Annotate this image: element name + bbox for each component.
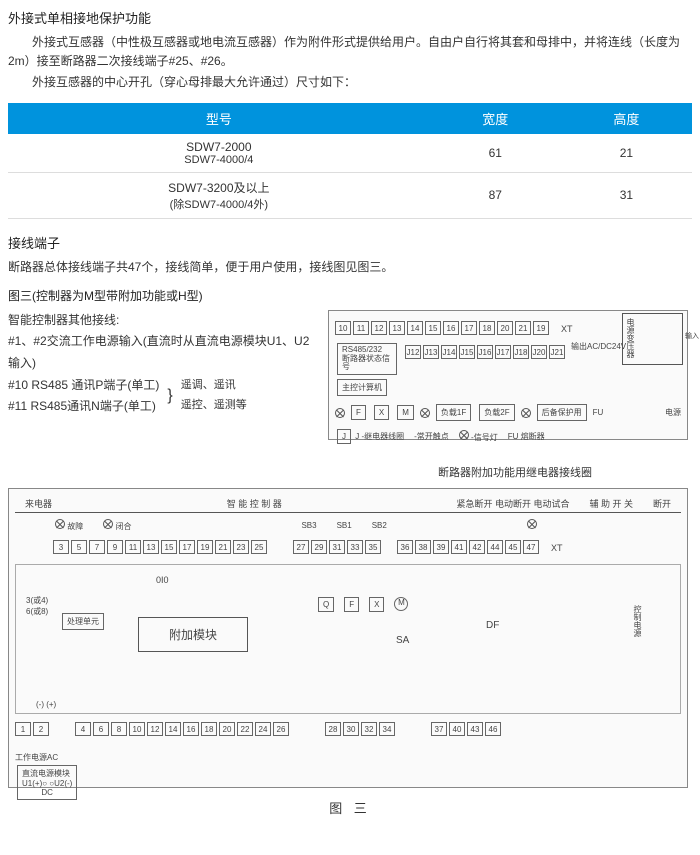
- diagram-upper-box: 101112131415161718202119 XT 电源变压器 RS485/…: [328, 310, 688, 440]
- terminal-cell: 24: [255, 722, 271, 736]
- terminal-cell: 3: [53, 540, 69, 554]
- terminal-cell: 13: [389, 321, 405, 335]
- terminal-cell: 16: [183, 722, 199, 736]
- diagram-full-box: 来电器 智 能 控 制 器 紧急断开 电动断开 电动试合 辅 助 开 关 断开 …: [8, 488, 688, 788]
- terminal-cell: 41: [451, 540, 467, 554]
- terminal-cell: J21: [549, 345, 565, 359]
- section2-para1: 断路器总体接线端子共47个，接线简单，便于用户使用，接线图见图三。: [8, 258, 692, 277]
- terminal-cell: J13: [423, 345, 439, 359]
- terminal-cell: 47: [523, 540, 539, 554]
- terminal-cell: J14: [441, 345, 457, 359]
- terminal-cell: 17: [179, 540, 195, 554]
- section1-para1: 外接式互感器（中性极互感器或地电流互感器）作为附件形式提供给用户。自由户自行将其…: [8, 33, 692, 71]
- diagram-upper-wrapper: 图三(控制器为M型带附加功能或H型) 智能控制器其他接线: #1、#2交流工作电…: [8, 287, 692, 480]
- terminal-cell: 26: [273, 722, 289, 736]
- th-model: 型号: [8, 103, 430, 134]
- terminal-cell: 19: [533, 321, 549, 335]
- terminal-cell: 18: [201, 722, 217, 736]
- cell-model1: SDW7-2000 SDW7-4000/4: [8, 134, 430, 173]
- terminal-cell: 30: [343, 722, 359, 736]
- terminal-cell: 25: [251, 540, 267, 554]
- section1-title: 外接式单相接地保护功能: [8, 8, 692, 27]
- terminal-cell: 8: [111, 722, 127, 736]
- terminal-cell: 20: [497, 321, 513, 335]
- terminal-cell: 33: [347, 540, 363, 554]
- th-width: 宽度: [430, 103, 561, 134]
- terminal-cell: 2: [33, 722, 49, 736]
- cell-w2: 87: [430, 172, 561, 218]
- terminal-cell: 12: [147, 722, 163, 736]
- terminal-cell: 11: [353, 321, 369, 335]
- terminal-cell: 7: [89, 540, 105, 554]
- terminal-cell: 13: [143, 540, 159, 554]
- terminal-cell: 15: [425, 321, 441, 335]
- diagram-upper-title: 图三(控制器为M型带附加功能或H型): [8, 287, 692, 304]
- terminal-cell: 27: [293, 540, 309, 554]
- diagram-top-labels: 来电器 智 能 控 制 器 紧急断开 电动断开 电动试合 辅 助 开 关 断开: [15, 495, 681, 513]
- terminal-cell: 31: [329, 540, 345, 554]
- terminal-cell: 5: [71, 540, 87, 554]
- cell-h1: 21: [561, 134, 692, 173]
- terminal-cell: 20: [219, 722, 235, 736]
- section1-para2: 外接互感器的中心开孔（穿心母排最大允许通过）尺寸如下：: [8, 73, 692, 92]
- terminal-cell: 40: [449, 722, 465, 736]
- terminal-cell: 38: [415, 540, 431, 554]
- terminal-cell: 35: [365, 540, 381, 554]
- terminal-cell: 4: [75, 722, 91, 736]
- terminal-cell: 28: [325, 722, 341, 736]
- terminal-cell: J16: [477, 345, 493, 359]
- terminal-cell: 22: [237, 722, 253, 736]
- terminal-cell: 6: [93, 722, 109, 736]
- diagram-upper-caption: 断路器附加功能用继电器接线圈: [8, 464, 692, 480]
- terminal-cell: 10: [129, 722, 145, 736]
- terminal-cell: 42: [469, 540, 485, 554]
- terminal-cell: 23: [233, 540, 249, 554]
- terminal-cell: 12: [371, 321, 387, 335]
- terminal-cell: 37: [431, 722, 447, 736]
- terminal-cell: 17: [461, 321, 477, 335]
- cell-h2: 31: [561, 172, 692, 218]
- terminal-cell: 11: [125, 540, 141, 554]
- terminal-cell: 15: [161, 540, 177, 554]
- cell-w1: 61: [430, 134, 561, 173]
- terminal-cell: 14: [407, 321, 423, 335]
- terminal-cell: 46: [485, 722, 501, 736]
- terminal-cell: J17: [495, 345, 511, 359]
- terminal-cell: 19: [197, 540, 213, 554]
- terminal-cell: 32: [361, 722, 377, 736]
- terminals-top: 101112131415161718202119: [335, 321, 549, 335]
- terminal-cell: 1: [15, 722, 31, 736]
- dimensions-table: 型号 宽度 高度 SDW7-2000 SDW7-4000/4 61 21 SDW…: [8, 103, 692, 219]
- terminal-cell: 43: [467, 722, 483, 736]
- terminal-cell: J15: [459, 345, 475, 359]
- terminal-cell: 34: [379, 722, 395, 736]
- terminal-cell: 39: [433, 540, 449, 554]
- terminal-cell: 45: [505, 540, 521, 554]
- terminal-cell: J20: [531, 345, 547, 359]
- terminal-cell: 21: [515, 321, 531, 335]
- diagram-left-text: 智能控制器其他接线: #1、#2交流工作电源输入(直流时从直流电源模块U1、U2…: [8, 310, 318, 418]
- terminal-cell: 10: [335, 321, 351, 335]
- terminal-cell: 14: [165, 722, 181, 736]
- cell-model2: SDW7-3200及以上 (除SDW7-4000/4外): [8, 172, 430, 218]
- terminal-cell: 9: [107, 540, 123, 554]
- terminal-cell: 36: [397, 540, 413, 554]
- section2-title: 接线端子: [8, 233, 692, 252]
- th-height: 高度: [561, 103, 692, 134]
- terminal-cell: 18: [479, 321, 495, 335]
- terminal-cell: 21: [215, 540, 231, 554]
- terminal-cell: 29: [311, 540, 327, 554]
- terminal-cell: J18: [513, 345, 529, 359]
- terminal-cell: 44: [487, 540, 503, 554]
- terminal-cell: J12: [405, 345, 421, 359]
- terminal-cell: 16: [443, 321, 459, 335]
